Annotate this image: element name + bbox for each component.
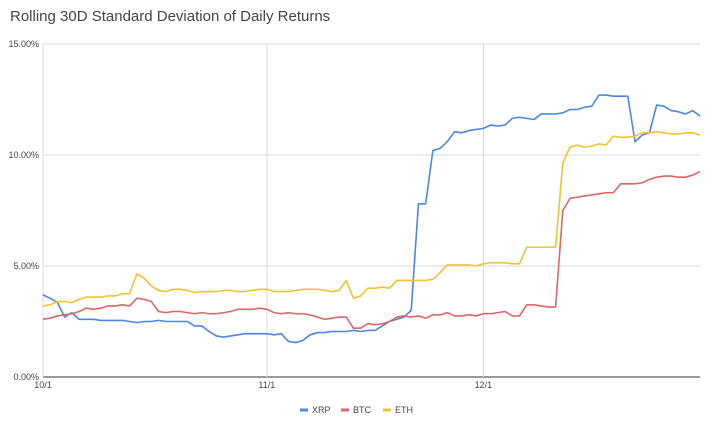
legend: XRP BTC ETH xyxy=(300,405,413,415)
legend-label-btc: BTC xyxy=(353,405,372,415)
series-line-btc xyxy=(42,170,701,329)
series-lines xyxy=(42,94,701,344)
y-axis-tick-labels: 0.00% 5.00% 10.00% 15.00% xyxy=(8,39,39,382)
series-line-xrp xyxy=(42,94,701,344)
y-tick-label: 10.00% xyxy=(8,150,39,160)
y-tick-label: 15.00% xyxy=(8,39,39,49)
x-tick-label: 10/1 xyxy=(34,380,52,390)
legend-label-eth: ETH xyxy=(395,405,413,415)
y-tick-label: 5.00% xyxy=(13,261,39,271)
series-line-eth xyxy=(42,130,701,307)
x-tick-label: 12/1 xyxy=(475,380,493,390)
gridlines xyxy=(42,43,700,378)
chart-title: Rolling 30D Standard Deviation of Daily … xyxy=(10,8,331,25)
y-tick-label: 0.00% xyxy=(13,372,39,382)
x-tick-label: 11/1 xyxy=(258,380,275,390)
x-axis-tick-labels: 10/1 11/1 12/1 xyxy=(34,380,492,390)
legend-label-xrp: XRP xyxy=(312,405,331,415)
